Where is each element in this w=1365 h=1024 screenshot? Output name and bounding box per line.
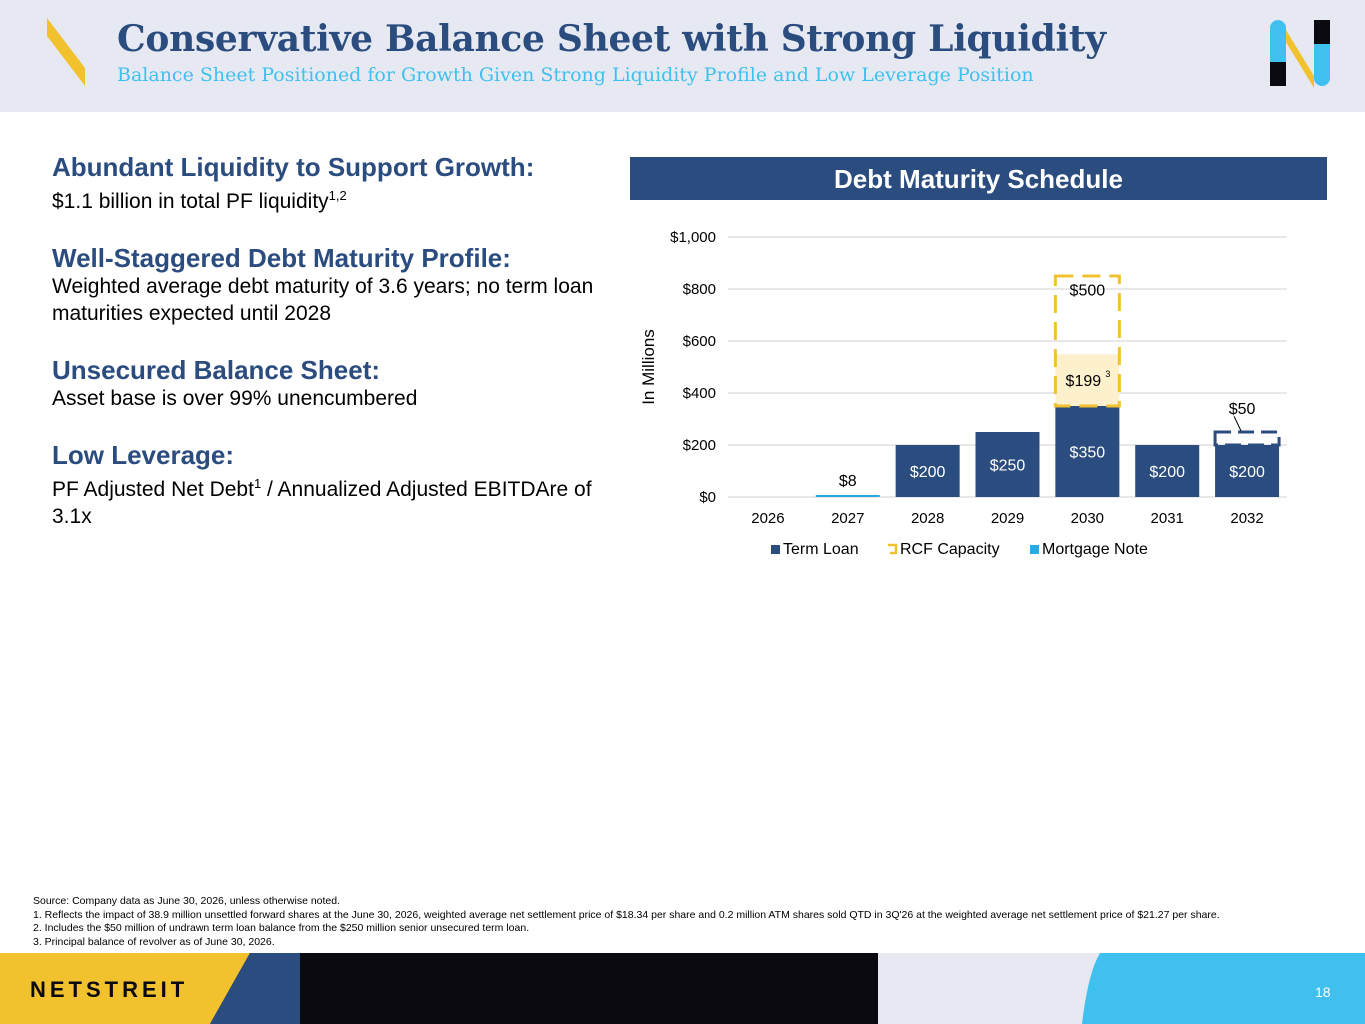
debt-maturity-chart: $0 $200 $400 $600 $800 $1,000 In Millions 2026 2… [639,229,1287,558]
bar-term-loan [895,445,960,497]
legend-swatch [771,545,780,554]
legend-swatch [888,543,898,555]
data-label: $8 [839,473,857,490]
page-subtitle: Balance Sheet Positioned for Growth Give… [117,64,1034,86]
highlight-heading: Unsecured Balance Sheet: [52,355,381,385]
data-label: $200 [910,464,946,481]
bar-mortgage-note [815,494,880,497]
bar-term-loan [1055,406,1120,497]
highlight-text: $1.1 billion in total PF liquidity [52,190,329,213]
data-label: $500 [1070,283,1106,300]
footnote-ref: 3 [1105,369,1110,379]
bar-undrawn-term-loan [1213,430,1281,447]
y-tick-label: $1,000 [670,229,716,246]
footer-brand-wordmark: NETSTREIT [30,977,189,1002]
highlights-panel: Abundant Liquidity to Support Growth: $1… [52,152,612,558]
x-tick-label: 2028 [911,510,944,527]
y-axis-title: In Millions [639,329,658,405]
highlight-heading: Low Leverage: [52,440,235,470]
highlight-body: PF Adjusted Net Debt1 / Annualized Adjus… [52,470,612,530]
highlight-leverage: Low Leverage: PF Adjusted Net Debt1 / An… [52,440,612,530]
data-label: $350 [1070,445,1106,462]
footer-band [0,953,1365,1024]
x-tick-label: 2026 [751,510,784,527]
legend-label: RCF Capacity [900,541,1000,558]
footnote-ref: 1 [253,476,262,491]
highlight-heading: Well-Staggered Debt Maturity Profile: [52,243,511,273]
data-label: $50 [1229,401,1256,418]
highlight-body: Weighted average debt maturity of 3.6 ye… [52,275,594,325]
legend-swatch [1030,545,1039,554]
legend-label: Mortgage Note [1042,541,1148,558]
page-title: Conservative Balance Sheet with Strong L… [117,18,1106,60]
leader-line [1233,416,1242,432]
data-label: $200 [1149,464,1185,481]
header-band: Conservative Balance Sheet with Strong L… [0,0,1365,112]
y-tick-label: $200 [683,437,716,454]
highlight-body: $1.1 billion in total PF liquidity1,2 [52,182,612,215]
y-tick-label: $0 [699,489,716,506]
highlight-text: / Annualized Adjusted EBITDAre of 3.1x [52,478,592,528]
bar-term-loan [975,432,1040,497]
x-tick-label: 2032 [1230,510,1263,527]
highlight-text: PF Adjusted Net Debt [52,478,254,501]
x-tick-label: 2030 [1071,510,1104,527]
highlight-liquidity: Abundant Liquidity to Support Growth: $1… [52,152,612,215]
highlight-unsecured: Unsecured Balance Sheet: Asset base is o… [52,355,612,412]
footnotes: Source: Company data as June 30, 2026, u… [33,895,1353,949]
bar-rcf-capacity [1053,274,1121,408]
highlight-maturity: Well-Staggered Debt Maturity Profile: We… [52,243,612,327]
data-label: $199 [1066,373,1102,390]
y-tick-label: $800 [683,281,716,298]
data-label: $200 [1229,464,1265,481]
page-number: 18 [1315,984,1331,1000]
footnote-ref: 1,2 [328,188,347,203]
footnote-3: 3. Principal balance of revolver as of J… [33,935,275,948]
footnote-source: Source: Company data as June 30, 2026, u… [33,895,341,907]
footnote-2: 2. Includes the $50 million of undrawn t… [33,922,530,934]
x-tick-label: 2031 [1151,510,1184,527]
y-tick-label: $600 [683,333,716,350]
highlight-body: Asset base is over 99% unencumbered [52,387,418,410]
netstreit-n-logo-icon [1270,20,1330,88]
chart-title-banner: Debt Maturity Schedule [630,157,1327,200]
bar-term-loan [1135,445,1200,497]
x-tick-label: 2029 [991,510,1024,527]
y-tick-label: $400 [683,385,716,402]
x-tick-label: 2027 [831,510,864,527]
footnote-1: 1. Reflects the impact of 38.9 million u… [33,908,1220,921]
bar-rcf-drawn [1055,354,1120,406]
chevron-logo-icon [47,18,85,86]
bar-term-loan [1215,445,1280,497]
highlight-heading: Abundant Liquidity to Support Growth: [52,152,535,182]
data-label: $250 [990,458,1026,475]
legend-label: Term Loan [783,541,859,558]
